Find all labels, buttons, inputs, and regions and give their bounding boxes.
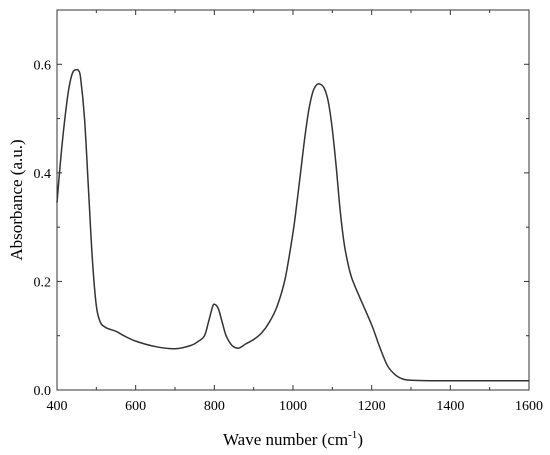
y-tick-label: 0.2 [34, 275, 52, 290]
axis-ticks [56, 9, 530, 391]
absorbance-series-line [56, 68, 529, 382]
y-axis-label: Absorbance (a.u.) [7, 139, 26, 260]
y-tick-label: 0.4 [34, 167, 52, 182]
x-tick-label: 1400 [436, 399, 464, 414]
x-tick-label: 800 [204, 399, 225, 414]
y-tick-label: 0.6 [34, 58, 52, 73]
axis-tick-labels: 400 600 800 1000 1200 1400 1600 0.0 0.2 0.4 0.6 [34, 58, 544, 414]
x-tick-label: 1200 [358, 399, 386, 414]
plot-frame [56, 9, 530, 391]
x-axis-label: Wave number (cm-1) [223, 429, 363, 449]
x-tick-label: 1000 [279, 399, 307, 414]
y-tick-label: 0.0 [34, 384, 52, 399]
x-tick-label: 400 [47, 399, 68, 414]
series-layer [56, 68, 529, 382]
x-tick-label: 600 [125, 399, 146, 414]
x-tick-label: 1600 [515, 399, 543, 414]
